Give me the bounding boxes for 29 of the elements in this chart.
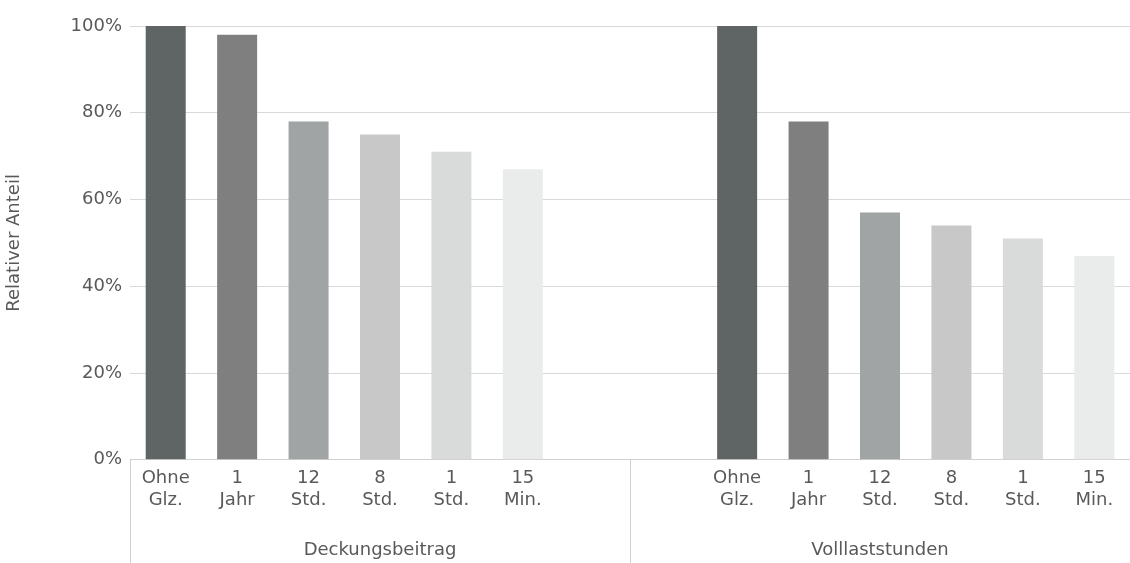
x-tick-label: 1 Std. [1005, 466, 1041, 509]
text: Volllaststunden [811, 538, 949, 559]
x-tick-label: 1 Jahr [218, 466, 256, 509]
bar [788, 121, 829, 460]
bar [1074, 255, 1115, 460]
bar [860, 212, 900, 460]
y-tick-label: 100% [70, 13, 122, 35]
y-tick-label: 20% [81, 360, 122, 382]
y-tick-label: 60% [81, 187, 122, 209]
bar [288, 121, 329, 460]
x-tick-label: 15 Min. [1075, 466, 1114, 509]
text: Deckungsbeitrag [303, 538, 457, 559]
bar [145, 26, 186, 460]
x-tick-label: Ohne Glz. [713, 466, 762, 509]
bar [717, 26, 758, 460]
x-tick-label: 1 Jahr [789, 466, 827, 509]
x-tick-label: 8 Std. [362, 466, 398, 509]
y-axis-title: Relativer Anteil [2, 174, 24, 312]
y-tick-label: 0% [93, 447, 122, 469]
x-tick-label: 8 Std. [933, 466, 970, 509]
x-tick-label: 12 Std. [290, 466, 327, 509]
x-tick-label: 12 Std. [862, 466, 898, 509]
bar [502, 169, 543, 460]
bar [217, 34, 258, 460]
x-tick-label: Ohne Glz. [141, 466, 190, 509]
x-tick-label: 1 Std. [433, 466, 470, 509]
y-tick-label: 80% [81, 100, 122, 122]
y-tick-label: 40% [81, 273, 122, 295]
x-tick-label: 15 Min. [504, 466, 542, 509]
